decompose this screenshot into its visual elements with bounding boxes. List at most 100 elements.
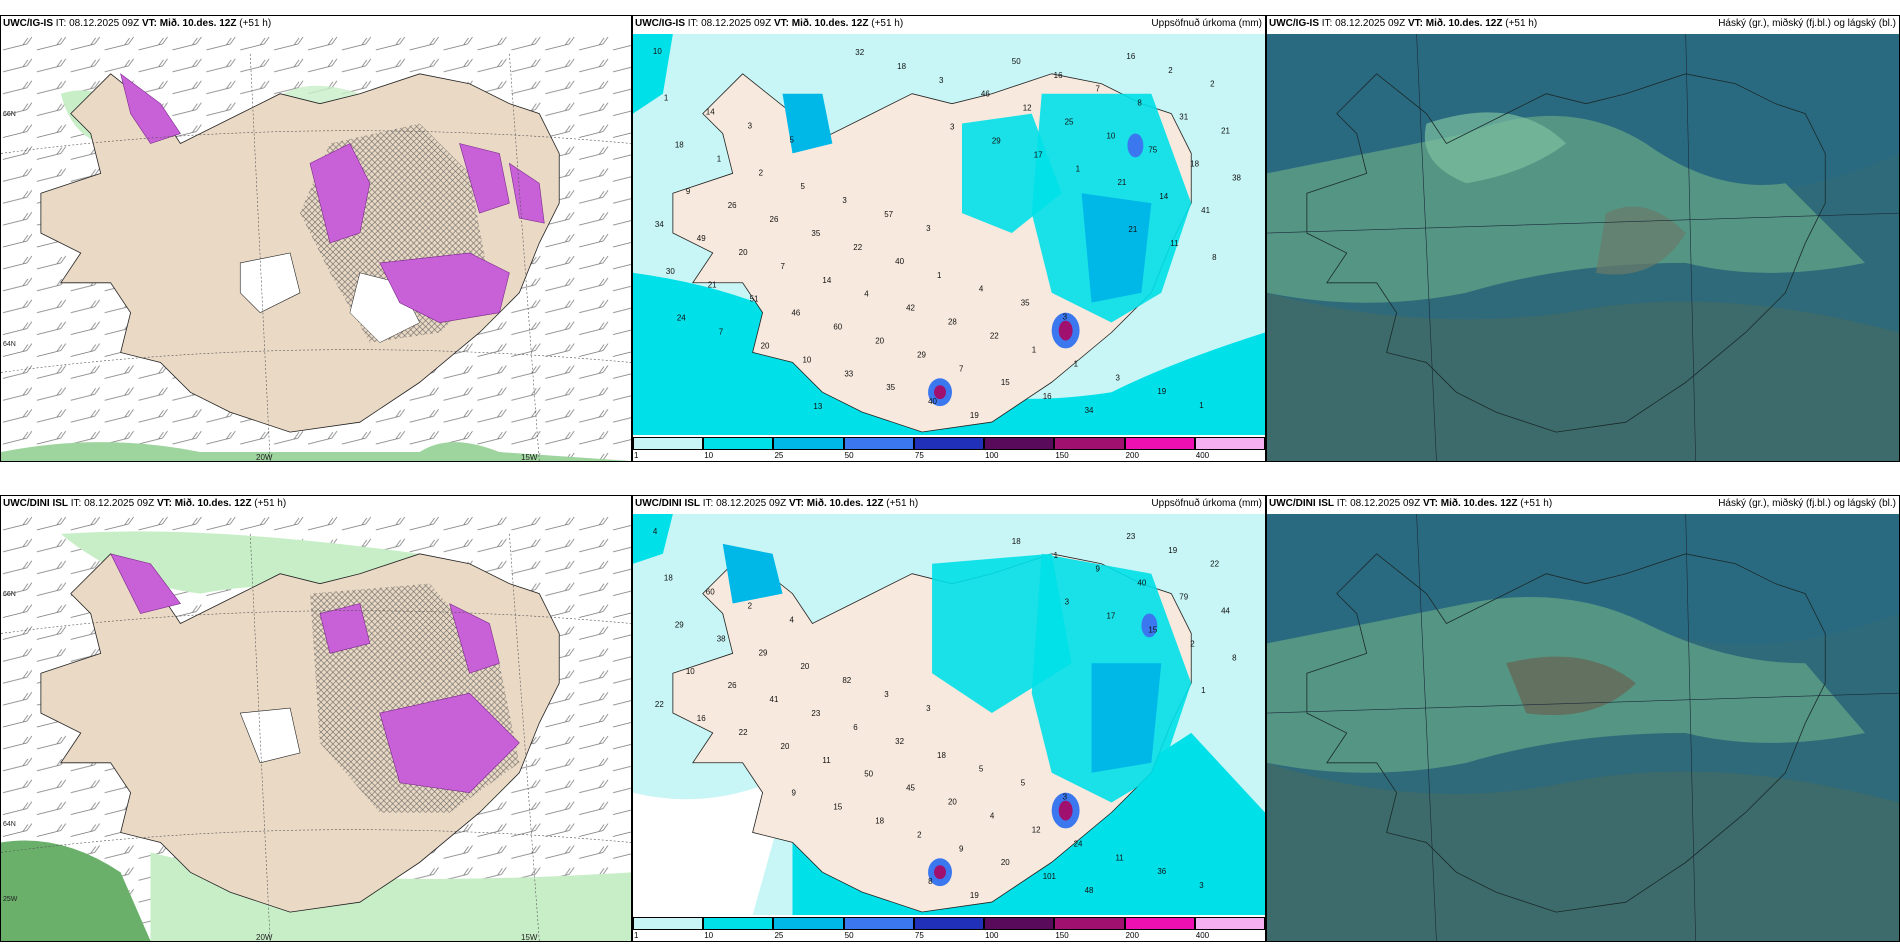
precip-value-label: 30	[666, 267, 675, 276]
precip-value-label: 15	[1148, 625, 1157, 634]
colorbar-tick-label: 200	[1125, 931, 1139, 940]
map-panel-clouds-igis: UWC/IG-IS IT: 08.12.2025 09Z VT: Mið. 10…	[1266, 15, 1900, 462]
precip-value-label: 1	[1032, 345, 1037, 354]
precip-value-label: 60	[833, 323, 842, 332]
precip-value-label: 19	[1157, 387, 1166, 396]
lon-label-25w: 25W	[3, 896, 18, 903]
lat-label-64n: 64N	[3, 821, 16, 828]
precip-value-label: 10	[653, 47, 662, 56]
colorbar-tick-label: 400	[1195, 931, 1210, 940]
precip-value-label: 14	[822, 276, 831, 285]
precip-value-label: 20	[1001, 858, 1010, 867]
precip-value-label: 4	[864, 290, 869, 299]
precip-value-label: 46	[981, 90, 990, 99]
precip-value-label: 16	[697, 714, 706, 723]
precip-value-label: 25	[1065, 118, 1074, 127]
precip-value-label: 18	[875, 816, 884, 825]
colorbar-tick-label: 150	[1055, 931, 1069, 940]
colorbar-swatch	[1054, 917, 1125, 930]
precip-value-label: 40	[1137, 579, 1146, 588]
colorbar-swatch	[984, 917, 1055, 930]
precip-value-label: 17	[1107, 611, 1116, 620]
precip-value-label: 20	[800, 662, 809, 671]
precip-value-label: 18	[675, 140, 684, 149]
precip-value-label: 2	[1190, 639, 1195, 648]
precip-value-label: 20	[781, 742, 790, 751]
precip-value-label: 22	[853, 243, 862, 252]
precip-value-label: 32	[855, 48, 864, 57]
precip-value-label: 20	[875, 336, 884, 345]
precip-value-label: 3	[950, 123, 955, 132]
precip-value-label: 101	[1043, 872, 1057, 881]
precip-value-label: 34	[655, 220, 664, 229]
colorbar-tick-label: 1	[634, 451, 639, 460]
precip-value-label: 9	[791, 789, 796, 798]
precip-value-label: 2	[1210, 80, 1215, 89]
colorbar-swatch	[1054, 437, 1125, 450]
cloud-map	[1267, 34, 1899, 461]
precip-value-label: 41	[770, 695, 779, 704]
panel-header: UWC/IG-IS IT: 08.12.2025 09Z VT: Mið. 10…	[1, 16, 631, 34]
lat-label-66n: 66N	[3, 111, 16, 118]
precip-value-label: 14	[1159, 192, 1168, 201]
panel-header: UWC/IG-IS IT: 08.12.2025 09Z VT: Mið. 10…	[1267, 16, 1899, 34]
precip-value-label: 51	[750, 295, 759, 304]
precip-value-label: 42	[906, 304, 915, 313]
precip-value-label: 29	[675, 620, 684, 629]
lon-label-15w: 15W	[521, 933, 538, 942]
precip-value-label: 22	[739, 728, 748, 737]
precip-value-label: 3	[939, 76, 944, 85]
precip-value-label: 5	[1021, 779, 1026, 788]
panel-header: UWC/DINI ISL IT: 08.12.2025 09Z VT: Mið.…	[1, 496, 631, 514]
precip-value-label: 8	[1232, 653, 1237, 662]
precip-value-label: 9	[686, 187, 691, 196]
precip-value-label: 44	[1221, 607, 1230, 616]
precip-value-label: 21	[1128, 225, 1137, 234]
precip-value-label: 3	[1063, 313, 1068, 322]
colorbar-tick-label: 75	[914, 451, 924, 460]
map-panel-wind-dini: UWC/DINI ISL IT: 08.12.2025 09Z VT: Mið.…	[0, 495, 632, 942]
precip-value-label: 29	[759, 648, 768, 657]
precip-map: 4 4 3 3 3 2 3 5 36 60 82 5 11 18 20 18 24 22 29 32 12 19 38 6 4 2…	[633, 514, 1265, 915]
colorbar-tick-label: 1	[634, 931, 639, 940]
precip-value-label: 22	[655, 700, 664, 709]
precip-value-label: 20	[761, 341, 770, 350]
colorbar-tick-label: 400	[1195, 451, 1210, 460]
precip-value-label: 2	[748, 602, 753, 611]
wind-precip-map	[1, 34, 631, 461]
panel-title: Uppsöfnuð úrkoma (mm)	[1151, 18, 1262, 29]
precip-value-label: 8	[1212, 253, 1217, 262]
colorbar-tick-label: 100	[985, 931, 999, 940]
colorbar-swatch	[913, 917, 985, 930]
colorbar-swatch	[1194, 437, 1265, 450]
precip-value-label: 1	[1074, 359, 1079, 368]
precip-value-label: 18	[937, 751, 946, 760]
precip-value-label: 3	[748, 122, 753, 131]
precip-value-label: 1	[1054, 551, 1059, 560]
precip-value-label: 19	[970, 411, 979, 420]
precip-value-label: 4	[790, 615, 795, 624]
colorbar-swatch	[843, 437, 914, 450]
precip-value-label: 4	[653, 527, 658, 536]
precip-colorbar: 1 10 25 50 75 100 150 200 400	[633, 915, 1265, 941]
precip-value-label: 50	[1012, 57, 1021, 66]
colorbar-tick-label: 50	[844, 451, 854, 460]
precip-value-label: 15	[833, 803, 842, 812]
precip-value-label: 7	[781, 262, 786, 271]
precip-value-label: 2	[1168, 66, 1173, 75]
precip-value-label: 75	[1148, 145, 1157, 154]
precip-value-label: 29	[917, 350, 926, 359]
precip-value-label: 2	[759, 168, 764, 177]
precip-value-label: 8	[1137, 99, 1142, 108]
colorbar-swatch	[773, 437, 844, 450]
lon-label-20w: 20W	[256, 453, 273, 462]
colorbar-tick-label: 25	[774, 451, 784, 460]
colorbar-swatch	[773, 917, 844, 930]
precip-value-label: 60	[706, 588, 715, 597]
precip-value-label: 35	[1021, 299, 1030, 308]
precip-value-label: 29	[992, 136, 1001, 145]
precip-value-label: 33	[844, 369, 853, 378]
colorbar-swatch	[633, 437, 704, 450]
precip-value-label: 5	[800, 182, 805, 191]
precip-value-label: 10	[1107, 131, 1116, 140]
